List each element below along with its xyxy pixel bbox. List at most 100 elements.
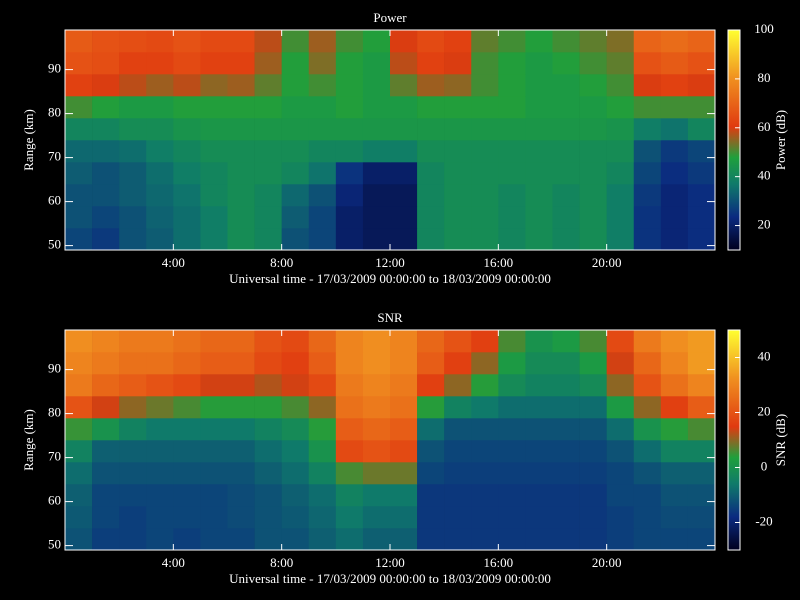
heatmap-cell bbox=[282, 330, 309, 352]
heatmap-cell bbox=[634, 374, 661, 396]
heatmap-cell bbox=[119, 206, 146, 228]
heatmap-cell bbox=[200, 184, 227, 206]
heatmap-cell bbox=[661, 418, 688, 440]
heatmap-cell bbox=[282, 228, 309, 250]
heatmap-cell bbox=[92, 330, 119, 352]
heatmap-cell bbox=[65, 118, 92, 140]
heatmap-cell bbox=[553, 74, 580, 96]
heatmap-cell bbox=[688, 52, 715, 74]
heatmap-cell bbox=[363, 30, 390, 52]
heatmap-cell bbox=[255, 118, 282, 140]
heatmap-cell bbox=[498, 140, 525, 162]
heatmap-cell bbox=[498, 228, 525, 250]
heatmap-cell bbox=[525, 528, 552, 550]
heatmap-cell bbox=[444, 396, 471, 418]
heatmap-cell bbox=[65, 528, 92, 550]
heatmap-cell bbox=[255, 506, 282, 528]
heatmap-cell bbox=[417, 52, 444, 74]
heatmap-cell bbox=[553, 330, 580, 352]
heatmap-cell bbox=[471, 184, 498, 206]
heatmap-cell bbox=[417, 528, 444, 550]
heatmap-cell bbox=[580, 206, 607, 228]
heatmap-cell bbox=[525, 74, 552, 96]
colorbar-tick-label: 40 bbox=[758, 168, 771, 183]
heatmap-cell bbox=[498, 374, 525, 396]
heatmap-cell bbox=[580, 396, 607, 418]
heatmap-cell bbox=[255, 396, 282, 418]
heatmap-cell bbox=[661, 374, 688, 396]
heatmap-cell bbox=[228, 140, 255, 162]
heatmap-cell bbox=[146, 228, 173, 250]
heatmap-cell bbox=[525, 462, 552, 484]
heatmap-cell bbox=[336, 52, 363, 74]
heatmap-cell bbox=[282, 396, 309, 418]
heatmap-cell bbox=[173, 462, 200, 484]
heatmap-cell bbox=[634, 206, 661, 228]
heatmap-cell bbox=[146, 206, 173, 228]
heatmap-cell bbox=[607, 462, 634, 484]
heatmap-cell bbox=[661, 118, 688, 140]
heatmap-cell bbox=[553, 374, 580, 396]
heatmap-cell bbox=[580, 528, 607, 550]
heatmap-cell bbox=[607, 184, 634, 206]
heatmap-cell bbox=[634, 74, 661, 96]
heatmap-cell bbox=[390, 162, 417, 184]
heatmap-cell bbox=[553, 352, 580, 374]
heatmap-cell bbox=[65, 352, 92, 374]
heatmap-cell bbox=[200, 52, 227, 74]
heatmap-cell bbox=[498, 30, 525, 52]
heatmap-cell bbox=[228, 74, 255, 96]
heatmap-cell bbox=[471, 52, 498, 74]
heatmap-cell bbox=[336, 162, 363, 184]
heatmap-cell bbox=[580, 462, 607, 484]
heatmap-cell bbox=[580, 52, 607, 74]
heatmap-cell bbox=[309, 140, 336, 162]
heatmap-cell bbox=[390, 140, 417, 162]
heatmap-cell bbox=[282, 418, 309, 440]
x-tick-label: 12:00 bbox=[375, 255, 405, 270]
heatmap-cell bbox=[65, 440, 92, 462]
heatmap-cell bbox=[688, 484, 715, 506]
heatmap-cell bbox=[688, 462, 715, 484]
heatmap-cell bbox=[146, 74, 173, 96]
heatmap-cell bbox=[607, 330, 634, 352]
heatmap-cell bbox=[607, 506, 634, 528]
heatmap-cell bbox=[336, 184, 363, 206]
heatmap-cell bbox=[363, 506, 390, 528]
heatmap-cell bbox=[146, 462, 173, 484]
heatmap-cell bbox=[444, 418, 471, 440]
heatmap-cell bbox=[553, 206, 580, 228]
heatmap-cell bbox=[498, 74, 525, 96]
heatmap-cell bbox=[580, 228, 607, 250]
heatmap-cell bbox=[309, 228, 336, 250]
heatmap-cell bbox=[173, 162, 200, 184]
heatmap-cell bbox=[661, 528, 688, 550]
heatmap-cell bbox=[228, 52, 255, 74]
heatmap-cell bbox=[119, 506, 146, 528]
heatmap-cell bbox=[228, 30, 255, 52]
heatmap-cell bbox=[661, 396, 688, 418]
heatmap-cell bbox=[65, 374, 92, 396]
heatmap-cell bbox=[173, 374, 200, 396]
heatmap-cell bbox=[146, 162, 173, 184]
heatmap-cell bbox=[336, 484, 363, 506]
heatmap-cell bbox=[661, 484, 688, 506]
heatmap-cell bbox=[417, 228, 444, 250]
heatmap-cell bbox=[255, 30, 282, 52]
heatmap-cell bbox=[607, 96, 634, 118]
heatmap-cell bbox=[580, 374, 607, 396]
heatmap-cell bbox=[200, 140, 227, 162]
heatmap-cell bbox=[255, 528, 282, 550]
heatmap-cell bbox=[309, 506, 336, 528]
heatmap-cell bbox=[471, 374, 498, 396]
heatmap-cell bbox=[200, 528, 227, 550]
heatmap-cell bbox=[336, 462, 363, 484]
heatmap-cell bbox=[282, 374, 309, 396]
heatmap-cell bbox=[173, 528, 200, 550]
heatmap-cell bbox=[92, 96, 119, 118]
heatmap-cell bbox=[688, 162, 715, 184]
heatmap-cell bbox=[282, 206, 309, 228]
heatmap-cell bbox=[417, 440, 444, 462]
heatmap-cell bbox=[688, 184, 715, 206]
heatmap-cell bbox=[173, 52, 200, 74]
